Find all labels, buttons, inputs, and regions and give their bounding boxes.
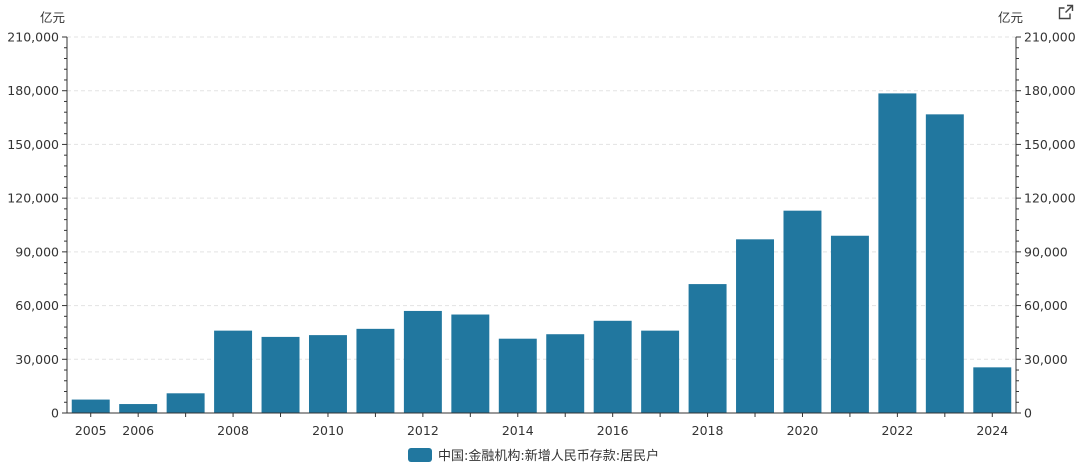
y-tick-label-right: 60,000 — [1024, 298, 1068, 313]
x-tick-label: 2024 — [976, 423, 1008, 438]
bar-2023[interactable] — [925, 114, 964, 413]
y-tick-label-left: 150,000 — [7, 137, 59, 152]
bar-2014[interactable] — [498, 338, 537, 413]
bar-2010[interactable] — [308, 335, 347, 413]
right-axis-unit: 亿元 — [998, 10, 1023, 25]
bar-2007[interactable] — [166, 393, 205, 413]
grid-lines — [67, 36, 1016, 360]
x-tick-label: 2014 — [502, 423, 534, 438]
bar-2008[interactable] — [214, 330, 253, 413]
bars — [71, 93, 1012, 414]
bar-2006[interactable] — [119, 404, 158, 413]
x-tick-label: 2016 — [597, 423, 629, 438]
bar-2005[interactable] — [71, 399, 110, 413]
legend-swatch — [408, 448, 432, 462]
y-tick-label-left: 30,000 — [15, 352, 59, 367]
bar-2011[interactable] — [356, 328, 395, 413]
x-tick-label: 2022 — [881, 423, 913, 438]
bar-2021[interactable] — [830, 235, 869, 413]
y-tick-label-left: 210,000 — [7, 30, 59, 45]
y-tick-label-left: 120,000 — [7, 191, 59, 206]
legend[interactable]: 中国:金融机构:新增人民币存款:居民户 — [408, 448, 659, 464]
x-tick-label: 2008 — [217, 423, 249, 438]
x-tick-label: 2018 — [692, 423, 724, 438]
bar-2024[interactable] — [973, 367, 1012, 413]
x-tick-label: 2005 — [75, 423, 107, 438]
x-tick-label: 2010 — [312, 423, 344, 438]
y-tick-label-right: 210,000 — [1024, 30, 1076, 45]
bar-2020[interactable] — [783, 210, 822, 413]
bar-2012[interactable] — [403, 310, 442, 413]
x-tick-label: 2020 — [787, 423, 819, 438]
y-tick-label-left: 0 — [51, 406, 59, 421]
x-tick-label: 2006 — [122, 423, 154, 438]
bar-2009[interactable] — [261, 336, 300, 413]
bar-2019[interactable] — [736, 239, 775, 413]
external-link-icon[interactable] — [1058, 4, 1074, 20]
left-axis-unit: 亿元 — [40, 10, 65, 25]
bar-2017[interactable] — [641, 330, 680, 413]
legend-label: 中国:金融机构:新增人民币存款:居民户 — [438, 448, 659, 464]
y-tick-label-left: 60,000 — [15, 298, 59, 313]
axes: 0 0 30,000 30,000 60,000 60,000 90,000 90,000 12… — [7, 30, 1075, 439]
bar-2018[interactable] — [688, 284, 727, 413]
bar-2022[interactable] — [878, 93, 917, 414]
y-tick-label-left: 180,000 — [7, 83, 59, 98]
y-tick-label-right: 120,000 — [1024, 191, 1076, 206]
y-tick-label-right: 180,000 — [1024, 83, 1076, 98]
y-tick-label-right: 0 — [1024, 406, 1032, 421]
bar-2016[interactable] — [593, 320, 632, 413]
y-tick-label-right: 90,000 — [1024, 244, 1068, 259]
y-tick-label-right: 30,000 — [1024, 352, 1068, 367]
x-tick-label: 2012 — [407, 423, 439, 438]
bar-2015[interactable] — [546, 334, 585, 413]
y-tick-label-left: 90,000 — [15, 244, 59, 259]
bar-2013[interactable] — [451, 314, 490, 413]
y-tick-label-right: 150,000 — [1024, 137, 1076, 152]
